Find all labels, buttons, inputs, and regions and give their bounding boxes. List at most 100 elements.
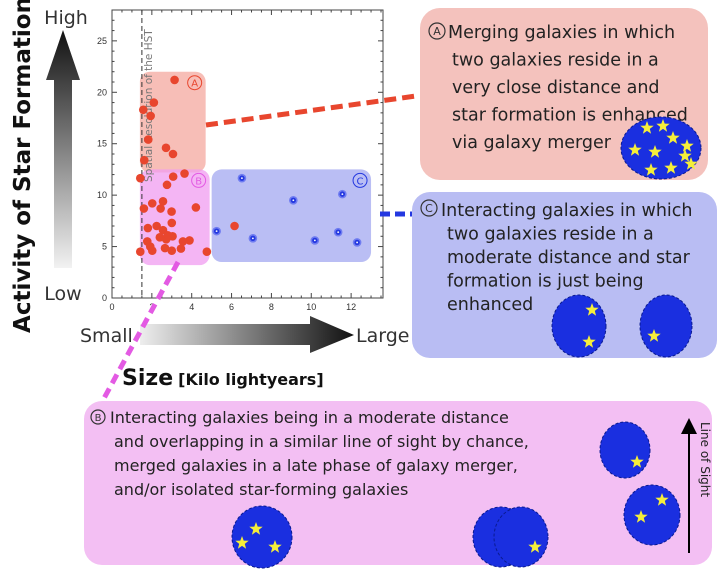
y-tick-label: 15	[97, 139, 107, 149]
data-point-red	[170, 75, 179, 85]
star-icon	[655, 493, 669, 506]
star-icon	[647, 329, 661, 342]
panel-text-line: Merging galaxies in which	[448, 23, 675, 43]
star-icon	[582, 335, 596, 348]
hst-resolution-label: Spatial Resolution of the HST	[143, 29, 155, 182]
y-gradient-arrow	[46, 30, 80, 268]
region-label-C: C	[357, 176, 364, 187]
panel-text-line: merged galaxies in a late phase of galax…	[114, 456, 518, 475]
data-point-red	[160, 243, 170, 253]
x-small-label: Small	[80, 325, 133, 347]
x-title: Size	[122, 366, 173, 391]
x-large-label: Large	[356, 325, 409, 347]
data-point-red	[202, 247, 212, 257]
star-icon	[666, 131, 680, 144]
panel-text-line: Interacting galaxies in which	[441, 201, 693, 221]
star-icon	[630, 455, 644, 468]
y-tick-label: 5	[102, 242, 107, 252]
star-icon	[528, 540, 542, 553]
galaxy-icon	[551, 294, 607, 358]
data-point-blue-center	[292, 199, 295, 202]
data-point-red	[156, 204, 165, 213]
region-C	[211, 169, 372, 262]
galaxy-icon	[231, 505, 293, 569]
y-low-label: Low	[44, 283, 81, 305]
data-point-red	[149, 98, 159, 107]
region-badge-circle	[191, 172, 207, 188]
data-point-red	[167, 207, 176, 216]
data-point-red	[167, 218, 177, 228]
data-point-red	[139, 204, 149, 213]
line-of-sight-label: Line of Sight	[698, 422, 712, 497]
star-icon	[648, 145, 662, 158]
region-A	[139, 71, 206, 173]
region-badge-circle	[352, 172, 368, 188]
data-point-blue-center	[337, 231, 340, 234]
data-point-red	[167, 246, 177, 255]
star-icon	[634, 510, 648, 523]
y-high-label: High	[44, 7, 88, 29]
star-icon	[656, 119, 670, 132]
data-point-red	[143, 223, 153, 233]
data-point-red	[178, 237, 188, 246]
data-point-blue-center	[215, 230, 218, 233]
star-icon	[684, 157, 698, 170]
panel-text-line: two galaxies reside in a	[447, 225, 654, 245]
data-point-red	[147, 199, 157, 208]
star-icon	[680, 139, 694, 152]
data-point-red	[176, 244, 186, 253]
data-point-red	[162, 180, 172, 190]
x-gradient-arrow	[140, 316, 354, 353]
panel-text-line: and overlapping in a similar line of sig…	[114, 432, 529, 451]
x-tick-label: 4	[189, 302, 194, 312]
panel-text-line: and/or isolated star-forming galaxies	[114, 480, 408, 499]
data-point-blue-center	[356, 241, 358, 244]
star-icon	[249, 522, 263, 535]
y-tick-label: 25	[97, 36, 107, 46]
scatter-plot: ABC0246810120510152025Spatial Resolution…	[97, 9, 384, 312]
galaxy-icon	[599, 421, 651, 479]
data-point-red	[185, 236, 194, 245]
data-point-blue-center	[251, 237, 254, 240]
data-point-red	[135, 247, 145, 257]
galaxy-icon	[493, 506, 549, 568]
data-point-red	[161, 143, 171, 153]
data-point-red	[143, 135, 153, 144]
x-axis-title: Size [Kilo lightyears]	[122, 366, 324, 391]
x-tick-label: 10	[306, 302, 316, 312]
x-tick-label: 6	[229, 302, 234, 312]
galaxy-icon	[623, 484, 681, 546]
y-axis-title: Activity of Star Formation	[10, 0, 36, 333]
data-point-red	[138, 105, 148, 115]
panel-text-line: formation is just being	[447, 272, 644, 292]
panel-b: B Interacting galaxies being in a modera…	[84, 401, 712, 569]
data-point-red	[146, 111, 155, 121]
y-tick-label: 0	[102, 293, 107, 303]
data-point-red	[135, 173, 145, 183]
data-point-blue-center	[313, 239, 316, 242]
data-point-red	[152, 221, 161, 231]
connector-a	[205, 93, 417, 128]
star-icon	[585, 303, 599, 316]
panel-text-line: moderate distance and star	[447, 248, 691, 268]
panel-a-badge: A	[433, 25, 441, 38]
region-label-A: A	[191, 79, 198, 90]
star-icon	[644, 163, 658, 176]
y-tick-label: 20	[97, 87, 107, 97]
data-point-blue-center	[341, 193, 344, 196]
galaxy-icon	[639, 294, 693, 358]
star-icon	[640, 121, 654, 134]
star-icon	[235, 536, 249, 549]
data-point-red	[180, 169, 189, 178]
panel-text-line: enhanced	[447, 295, 533, 315]
x-unit: [Kilo lightyears]	[178, 370, 324, 389]
data-point-red	[139, 155, 149, 165]
data-point-red	[147, 246, 157, 255]
galaxy-icon	[620, 116, 702, 180]
panel-b-badge: B	[95, 413, 102, 424]
data-point-red	[191, 203, 201, 212]
star-icon	[678, 149, 692, 162]
panel-c-badge: C	[425, 202, 433, 215]
panel-text-line: via galaxy merger	[452, 133, 612, 153]
